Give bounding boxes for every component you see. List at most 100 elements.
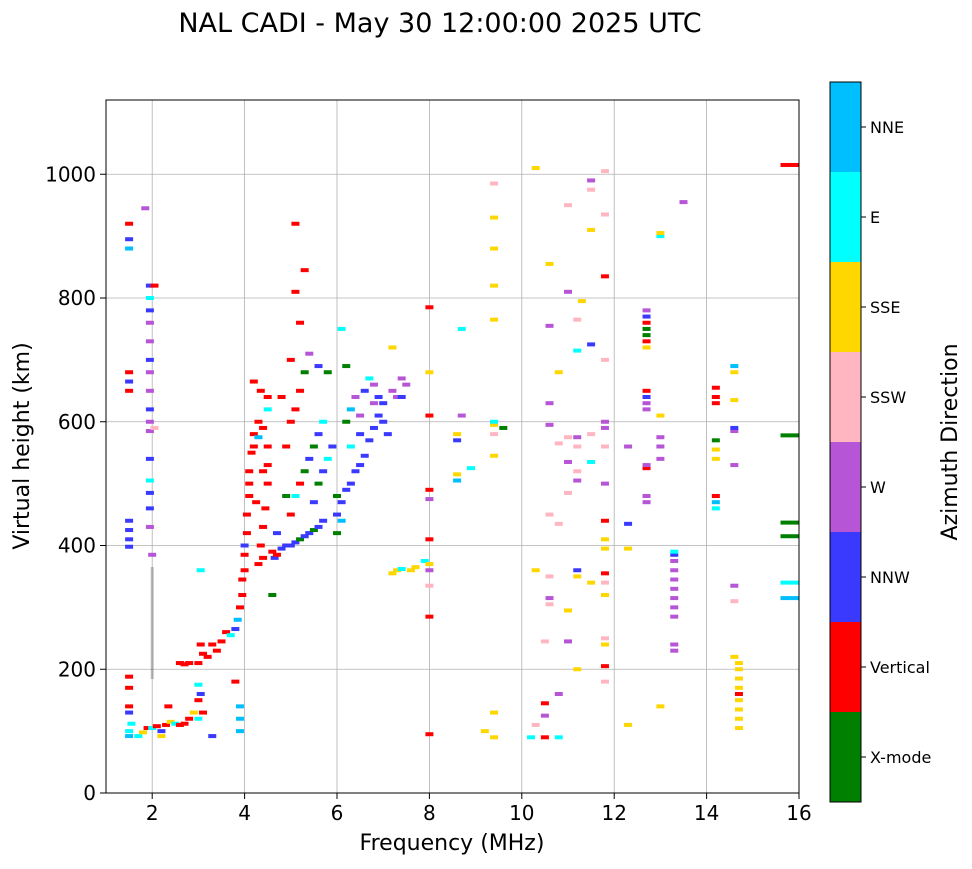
x-axis-label: Frequency (MHz) [360, 831, 545, 856]
point-nnw [145, 506, 154, 511]
point-vertical [254, 562, 263, 567]
point-sse [600, 537, 609, 542]
point-w [145, 524, 154, 529]
point-nnw [125, 710, 134, 715]
point-vertical [194, 661, 203, 666]
point-nnw [291, 540, 300, 545]
point-x-mode [342, 364, 351, 369]
point-sse [189, 710, 198, 715]
point-nnw [730, 425, 739, 430]
point-e [194, 682, 203, 687]
point-x-mode [309, 444, 318, 449]
point-sse [600, 546, 609, 551]
point-nnw [309, 500, 318, 505]
axis-ticks: 2 4 6 8 10 12 14 16 0 200 400 600 800 1000 [45, 162, 812, 825]
point-ssw [545, 602, 554, 607]
point-vertical [296, 320, 305, 325]
point-w [145, 370, 154, 375]
y-tick-label: 0 [83, 781, 96, 805]
point-sse [166, 719, 175, 724]
point-vertical [263, 444, 272, 449]
point-vertical [254, 419, 263, 424]
point-nnw [587, 342, 596, 347]
point-vertical [208, 642, 217, 647]
point-ssw [531, 722, 540, 727]
y-tick-label: 400 [58, 534, 96, 558]
point-nnw [314, 432, 323, 437]
point-sse [554, 370, 563, 375]
point-w [670, 577, 679, 582]
colorbar-label-e: E [870, 208, 880, 227]
point-nne [337, 518, 346, 523]
point-sse [642, 345, 651, 350]
point-vertical [642, 388, 651, 393]
point-nnw [342, 487, 351, 492]
point-sse [490, 453, 499, 458]
colorbar-label-nne: NNE [870, 118, 904, 137]
point-sse [656, 704, 665, 709]
point-e [527, 735, 536, 740]
point-vertical [263, 481, 272, 486]
point-w [145, 419, 154, 424]
point-vertical [277, 395, 286, 399]
point-vertical [240, 552, 249, 557]
point-vertical [125, 221, 134, 226]
point-vertical [296, 388, 305, 393]
point-vertical [286, 357, 295, 362]
point-sse [411, 565, 420, 570]
point-nnw [319, 469, 328, 474]
point-nnw [125, 537, 134, 542]
point-e [397, 567, 406, 572]
point-w [145, 429, 154, 434]
point-vertical [249, 432, 258, 437]
point-sse [711, 456, 720, 461]
point-e [711, 506, 720, 511]
point-sse [480, 729, 489, 734]
point-ssw [554, 441, 563, 446]
point-w [545, 596, 554, 601]
point-w [679, 200, 688, 205]
point-nnw [374, 395, 383, 399]
point-w [642, 407, 651, 412]
point-sse [711, 447, 720, 452]
point-w [545, 422, 554, 427]
x-tick-label: 2 [146, 801, 159, 825]
point-w [642, 401, 651, 406]
point-e [466, 466, 475, 471]
point-sse [490, 246, 499, 251]
point-vertical [125, 370, 134, 375]
colorbar-swatch-vertical [830, 622, 861, 712]
point-w [730, 463, 739, 468]
point-vertical [238, 593, 247, 597]
point-vertical [240, 568, 249, 573]
point-vertical [296, 481, 305, 486]
point-vertical [261, 506, 270, 511]
point-vertical [164, 704, 173, 709]
point-vertical [711, 494, 720, 498]
point-vertical [125, 685, 134, 690]
point-nnw [157, 729, 166, 734]
point-x-mode [282, 494, 291, 498]
point-w [600, 481, 609, 486]
point-e [420, 558, 429, 563]
colorbar-swatch-nnw [830, 532, 861, 622]
point-nnw [125, 544, 134, 549]
point-sse [577, 299, 586, 304]
point-vertical [268, 549, 277, 554]
colorbar-swatch-sse [830, 262, 861, 352]
point-nnw [125, 518, 134, 523]
point-nnw [453, 438, 462, 443]
point-ssw [600, 580, 609, 585]
point-e [194, 716, 203, 721]
point-sse [545, 261, 554, 266]
point-ssw [564, 203, 572, 208]
point-e [346, 444, 355, 449]
point-w [642, 308, 651, 313]
point-vertical [238, 577, 247, 582]
point-vertical [425, 732, 434, 737]
point-w [670, 614, 679, 619]
point-ssw [564, 490, 572, 495]
point-vertical [259, 469, 268, 474]
point-nnw [328, 444, 337, 449]
point-ssw [490, 432, 499, 437]
